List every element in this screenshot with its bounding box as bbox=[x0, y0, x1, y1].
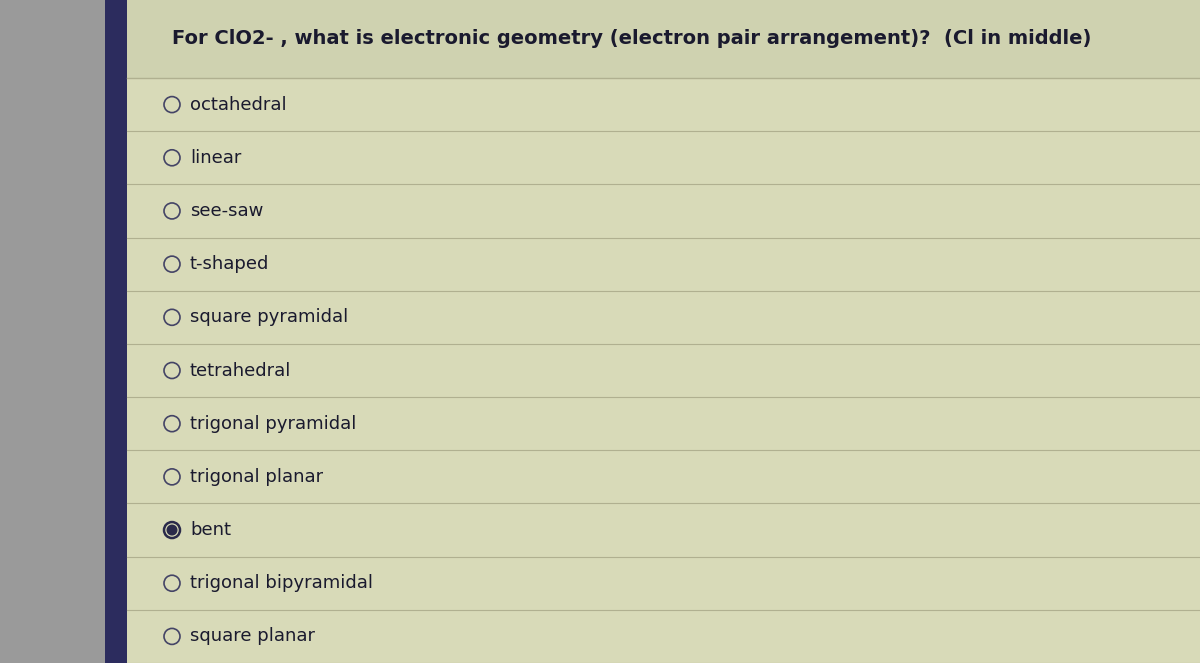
Text: trigonal pyramidal: trigonal pyramidal bbox=[190, 414, 356, 433]
Text: trigonal planar: trigonal planar bbox=[190, 468, 323, 486]
Text: For ClO2- , what is electronic geometry (electron pair arrangement)?  (Cl in mid: For ClO2- , what is electronic geometry … bbox=[172, 29, 1091, 48]
Text: t-shaped: t-shaped bbox=[190, 255, 269, 273]
Text: octahedral: octahedral bbox=[190, 95, 287, 113]
Text: bent: bent bbox=[190, 521, 230, 539]
Bar bbox=[106, 0, 127, 663]
Text: see-saw: see-saw bbox=[190, 202, 263, 220]
Text: square planar: square planar bbox=[190, 627, 314, 645]
Bar bbox=[127, 0, 1200, 663]
Text: square pyramidal: square pyramidal bbox=[190, 308, 348, 326]
Bar bbox=[127, 0, 1200, 78]
Text: tetrahedral: tetrahedral bbox=[190, 361, 292, 379]
Bar bbox=[0, 0, 106, 663]
Text: linear: linear bbox=[190, 149, 241, 167]
Circle shape bbox=[167, 525, 176, 535]
Text: trigonal bipyramidal: trigonal bipyramidal bbox=[190, 574, 373, 592]
